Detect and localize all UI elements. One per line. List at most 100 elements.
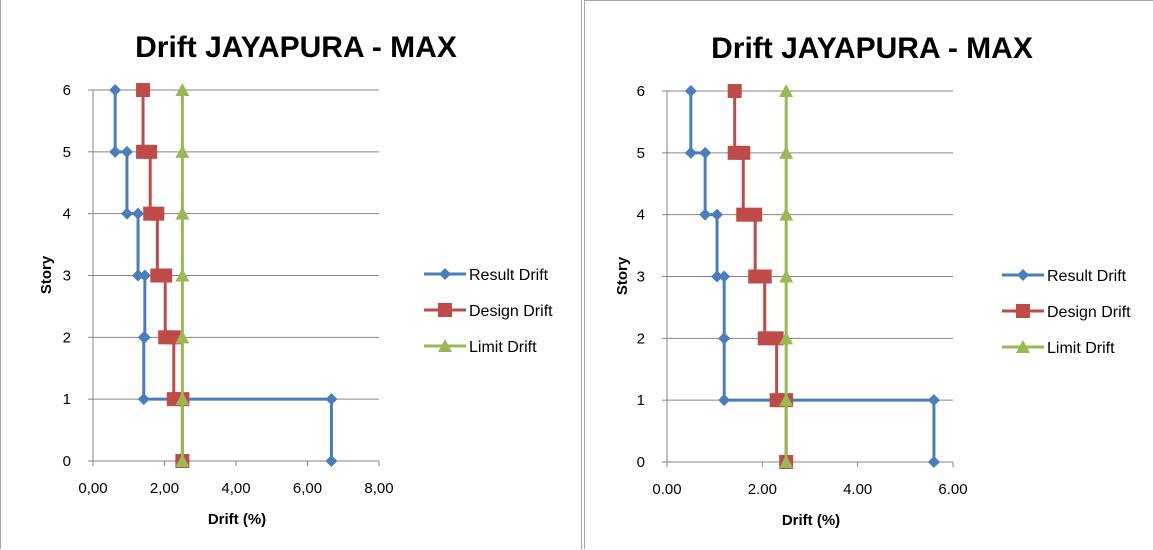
x-tick-label: 0.00 xyxy=(652,481,681,498)
legend-marker xyxy=(1016,340,1030,353)
data-point-square xyxy=(727,145,742,160)
data-point-square xyxy=(136,144,151,159)
data-point-diamond xyxy=(325,393,338,406)
series-limit-drift xyxy=(779,84,794,468)
data-point-triangle xyxy=(779,207,794,221)
x-tick-label: 0,00 xyxy=(78,480,107,497)
data-point-triangle xyxy=(779,84,794,97)
legend-label: Limit Drift xyxy=(1047,340,1115,357)
chart-title: Drift JAYAPURA - MAX xyxy=(135,31,457,64)
legend-item: Limit Drift xyxy=(424,339,537,356)
series-design-drift xyxy=(727,84,794,469)
data-point-diamond xyxy=(684,85,697,97)
legend-item: Limit Drift xyxy=(1002,340,1115,357)
x-tick-label: 4,00 xyxy=(221,480,250,497)
y-tick-label: 3 xyxy=(63,268,71,285)
data-point-triangle xyxy=(175,330,190,344)
chart-panel-left: Drift JAYAPURA - MAX 0 1 2 3 4 5 6 0,00 2,00 4,00 6… xyxy=(0,0,582,549)
x-axis-title: Drift (%) xyxy=(782,512,840,529)
legend-label: Limit Drift xyxy=(469,339,537,356)
data-point-diamond xyxy=(927,394,940,407)
legend-label: Design Drift xyxy=(469,303,553,320)
data-point-square xyxy=(769,393,784,408)
y-tick-label: 4 xyxy=(637,207,645,224)
x-tick-label: 8,00 xyxy=(364,480,393,497)
data-point-square xyxy=(757,331,772,346)
legend-label: Result Drift xyxy=(469,267,549,284)
data-point-triangle xyxy=(175,268,190,282)
chart-title: Drift JAYAPURA - MAX xyxy=(711,32,1033,65)
data-point-diamond xyxy=(132,269,145,282)
y-tick-label: 1 xyxy=(637,392,645,409)
data-point-square xyxy=(136,83,151,97)
x-tick-label: 2,00 xyxy=(150,480,179,497)
legend: Result Drift Design Drift Limit Drift xyxy=(1002,268,1131,357)
data-point-diamond xyxy=(137,393,150,406)
legend-label: Result Drift xyxy=(1047,268,1127,285)
legend-label: Design Drift xyxy=(1047,304,1131,321)
data-point-square xyxy=(158,330,173,345)
data-point-triangle xyxy=(779,393,794,407)
legend-marker xyxy=(439,268,451,280)
data-point-triangle xyxy=(779,331,794,345)
legend-marker xyxy=(438,303,452,317)
legend: Result Drift Design Drift Limit Drift xyxy=(424,267,553,356)
y-tick-label: 3 xyxy=(637,269,645,286)
data-point-diamond xyxy=(718,332,731,345)
y-tick-label: 5 xyxy=(637,145,645,162)
y-tick-label: 4 xyxy=(63,206,71,223)
x-tick-label: 4.00 xyxy=(843,481,872,498)
y-tick-label: 6 xyxy=(63,82,71,99)
legend-marker xyxy=(1016,304,1030,318)
data-point-diamond xyxy=(138,331,151,344)
x-axis-title: Drift (%) xyxy=(208,511,266,528)
data-point-diamond xyxy=(699,146,712,159)
y-axis-title: Story xyxy=(38,255,55,294)
x-tick-label: 2.00 xyxy=(748,481,777,498)
data-point-triangle xyxy=(175,83,190,96)
y-tick-label: 0 xyxy=(637,454,645,471)
data-point-diamond xyxy=(109,84,122,96)
legend-item: Design Drift xyxy=(424,303,553,320)
data-point-diamond xyxy=(718,270,731,283)
legend-item: Result Drift xyxy=(1002,268,1127,285)
legend-marker xyxy=(1017,269,1029,281)
data-point-diamond xyxy=(927,456,940,468)
y-axis-title: Story xyxy=(614,256,631,295)
y-tick-label: 1 xyxy=(63,391,71,408)
y-tick-label: 2 xyxy=(63,329,71,346)
drift-chart-left: Drift JAYAPURA - MAX 0 1 2 3 4 5 6 0,00 2,00 4,00 6… xyxy=(38,31,553,528)
legend-item: Design Drift xyxy=(1002,304,1131,321)
data-point-triangle xyxy=(175,454,190,467)
legend-item: Result Drift xyxy=(424,267,549,284)
data-point-square xyxy=(736,207,751,222)
y-tick-label: 6 xyxy=(637,83,645,100)
data-point-triangle xyxy=(779,145,794,159)
data-point-triangle xyxy=(175,144,190,158)
data-point-diamond xyxy=(138,269,151,282)
data-point-diamond xyxy=(325,455,338,467)
data-point-square xyxy=(748,269,763,284)
data-point-triangle xyxy=(779,455,794,468)
data-point-diamond xyxy=(684,146,697,159)
chart-panel-right: Drift JAYAPURA - MAX 0 1 2 3 4 5 6 0.00 2.00 4.00 6… xyxy=(584,0,1153,549)
data-point-triangle xyxy=(175,206,190,220)
drift-chart-right: Drift JAYAPURA - MAX 0 1 2 3 4 5 6 0.00 2.00 4.00 6… xyxy=(614,32,1131,529)
data-point-diamond xyxy=(699,208,712,221)
data-point-diamond xyxy=(132,207,145,220)
data-point-square xyxy=(150,268,165,283)
x-tick-label: 6.00 xyxy=(938,481,967,498)
data-point-square xyxy=(727,84,742,98)
data-point-diamond xyxy=(718,394,731,407)
data-point-diamond xyxy=(120,145,133,158)
x-tick-label: 6,00 xyxy=(293,480,322,497)
y-tick-label: 2 xyxy=(637,330,645,347)
series-result-drift xyxy=(684,85,940,468)
data-point-square xyxy=(143,206,158,221)
data-point-square xyxy=(748,207,763,222)
data-point-diamond xyxy=(711,208,724,221)
data-point-diamond xyxy=(711,270,724,283)
series-limit-drift xyxy=(175,83,190,467)
data-point-square xyxy=(769,331,784,346)
data-point-diamond xyxy=(109,145,122,158)
